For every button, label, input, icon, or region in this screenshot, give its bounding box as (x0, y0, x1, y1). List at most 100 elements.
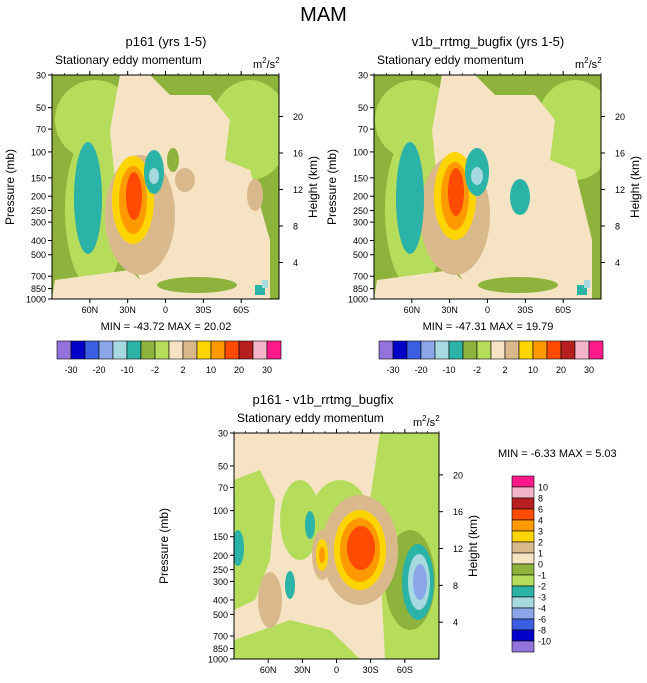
xtick-label: 0 (334, 665, 339, 675)
colorbar-label: 20 (234, 365, 244, 375)
ytick-label: 30 (36, 71, 46, 81)
colorbar-label: -10 (120, 365, 133, 375)
ytick-label: 70 (358, 125, 368, 135)
colorbar-diff-label: 4 (538, 516, 543, 526)
colorbar-diff-swatch (511, 508, 535, 521)
panel-2-units: m2/s2 (575, 56, 602, 71)
colorbar-diff-swatch (511, 596, 535, 609)
ylabel-height: Height (km) (628, 156, 642, 218)
colorbar-diff-label: -6 (538, 615, 546, 625)
colorbar-swatch (266, 340, 282, 360)
colorbar-swatch (84, 340, 100, 360)
colorbar-label: 30 (584, 365, 594, 375)
ytick-label: 1000 (348, 295, 368, 305)
colorbar-label: -2 (151, 365, 159, 375)
height-tick-label: 4 (293, 258, 298, 268)
colorbar-swatch (112, 340, 128, 360)
colorbar-diff-swatch (511, 607, 535, 620)
colorbar-swatch (126, 340, 142, 360)
panel-3-title: p161 - v1b_rrtmg_bugfix (253, 392, 394, 407)
colorbar-swatch (168, 340, 184, 360)
ytick-label: 200 (213, 551, 228, 561)
colorbar-swatch (210, 340, 226, 360)
xtick-label: 60N (404, 305, 421, 315)
colorbar-swatch (588, 340, 604, 360)
colorbar-swatch (56, 340, 72, 360)
panel-2-title: v1b_rrtmg_bugfix (yrs 1-5) (412, 34, 564, 49)
colorbars: -30 -20 -10 -2 2 10 20 30 -30 -20 -10 -2 2 10 20 301086… (56, 340, 604, 653)
colorbar-swatch (532, 340, 548, 360)
colorbar-diff-label: 1 (538, 549, 543, 559)
colorbar-diff-swatch (511, 475, 535, 488)
ytick-label: 250 (31, 206, 46, 216)
ytick-label: 700 (213, 632, 228, 642)
panel-2-field (374, 75, 601, 299)
colorbar-diff-swatch (511, 585, 535, 598)
panel-3: p161 - v1b_rrtmg_bugfix Stationary eddy … (233, 392, 440, 660)
panel-1-subtitle: Stationary eddy momentum (55, 53, 202, 67)
xtick-label: 60N (260, 665, 277, 675)
ytick-label: 700 (31, 272, 46, 282)
colorbar-label: -30 (386, 365, 399, 375)
ytick-label: 150 (31, 173, 46, 183)
colorbar-swatch (98, 340, 114, 360)
height-tick-label: 16 (615, 148, 625, 158)
xtick-label: 30S (195, 305, 211, 315)
colorbar-swatch (182, 340, 198, 360)
ytick-label: 500 (353, 250, 368, 260)
colorbar-swatch (546, 340, 562, 360)
panel-3-stats: MIN = -6.33 MAX = 5.03 (498, 448, 617, 460)
colorbar-swatch (462, 340, 478, 360)
height-tick-label: 8 (453, 581, 458, 591)
ytick-label: 400 (31, 236, 46, 246)
colorbar-diff-label: 2 (538, 538, 543, 548)
page-title: MAM (300, 4, 347, 26)
colorbar-swatch (504, 340, 520, 360)
colorbar-diff-label: 6 (538, 505, 543, 515)
svg-text:m2/s2: m2/s2 (253, 56, 280, 71)
ytick-label: 1000 (26, 295, 46, 305)
ytick-label: 150 (353, 173, 368, 183)
panel-3-units: m2/s2 (413, 414, 440, 429)
panel-3-subtitle: Stationary eddy momentum (237, 411, 384, 425)
height-tick-label: 20 (615, 112, 625, 122)
ytick-label: 300 (213, 577, 228, 587)
colorbar-swatch (252, 340, 268, 360)
colorbar-swatch (574, 340, 590, 360)
panel-2: v1b_rrtmg_bugfix (yrs 1-5) Stationary ed… (373, 34, 602, 300)
ytick-label: 500 (31, 250, 46, 260)
xtick-label: 60S (397, 665, 413, 675)
colorbar-swatch (560, 340, 576, 360)
xtick-label: 30N (119, 305, 136, 315)
colorbar-diff-label: -3 (538, 593, 546, 603)
ytick-label: 100 (31, 147, 46, 157)
ytick-label: 100 (213, 506, 228, 516)
ytick-label: 150 (213, 532, 228, 542)
xtick-label: 30S (363, 665, 379, 675)
colorbar-label: 10 (206, 365, 216, 375)
colorbar-diff-swatch (511, 640, 535, 653)
colorbar-diff-label: -4 (538, 604, 546, 614)
colorbar-label: 2 (502, 365, 507, 375)
colorbar-diff-label: -1 (538, 571, 546, 581)
ytick-label: 850 (213, 644, 228, 654)
ylabel-height: Height (km) (306, 156, 320, 218)
colorbar-diff-swatch (511, 541, 535, 554)
colorbar-diff-label: -2 (538, 582, 546, 592)
ytick-label: 850 (31, 284, 46, 294)
xtick-label: 60S (555, 305, 571, 315)
colorbar-swatch (518, 340, 534, 360)
ytick-label: 700 (353, 272, 368, 282)
height-tick-label: 8 (293, 221, 298, 231)
panel-2-stats: MIN = -47.31 MAX = 19.79 (423, 321, 554, 333)
ylabel-pressure: Pressure (mb) (3, 149, 17, 225)
height-tick-label: 12 (293, 185, 303, 195)
height-tick-label: 20 (293, 112, 303, 122)
colorbar-swatch (420, 340, 436, 360)
colorbar-diff-label: -10 (538, 637, 551, 647)
colorbar-diff-label: 0 (538, 560, 543, 570)
colorbar-diff-swatch (511, 563, 535, 576)
ylabel-height: Height (km) (466, 515, 480, 577)
colorbar-label: -20 (92, 365, 105, 375)
